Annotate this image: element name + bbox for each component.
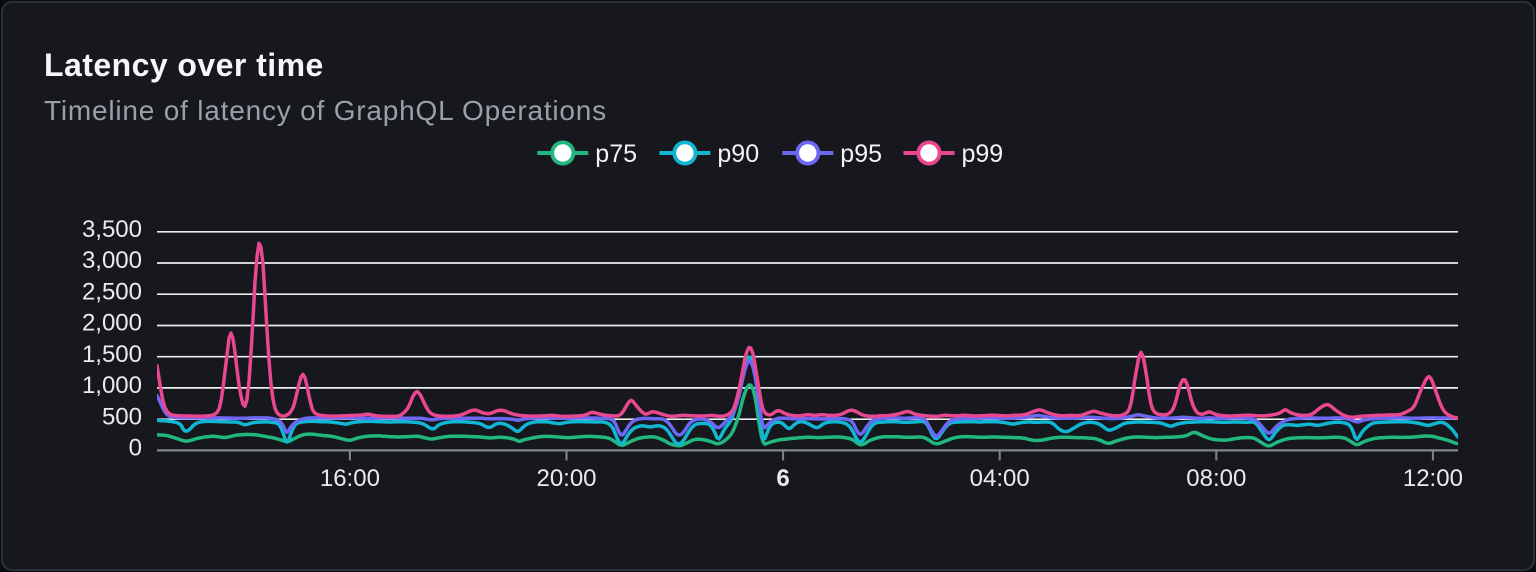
svg-text:20:00: 20:00 [536, 465, 596, 492]
svg-text:p99: p99 [962, 140, 1004, 168]
svg-text:p75: p75 [595, 140, 637, 168]
svg-text:1,500: 1,500 [82, 341, 142, 368]
svg-text:2,500: 2,500 [82, 278, 142, 305]
svg-text:2,000: 2,000 [82, 310, 142, 337]
svg-text:1,000: 1,000 [82, 372, 142, 399]
svg-text:3,000: 3,000 [82, 247, 142, 274]
svg-text:6: 6 [776, 465, 789, 492]
svg-text:04:00: 04:00 [970, 465, 1030, 492]
svg-text:Latency over time: Latency over time [44, 47, 324, 83]
svg-text:12:00: 12:00 [1403, 465, 1463, 492]
svg-text:500: 500 [102, 403, 142, 430]
svg-text:p95: p95 [840, 140, 882, 168]
svg-text:08:00: 08:00 [1186, 465, 1246, 492]
svg-text:3,500: 3,500 [82, 216, 142, 243]
svg-text:16:00: 16:00 [320, 465, 380, 492]
svg-text:0: 0 [129, 435, 142, 462]
svg-text:Timeline of latency of GraphQL: Timeline of latency of GraphQL Operation… [44, 95, 607, 126]
svg-text:p90: p90 [717, 140, 759, 168]
